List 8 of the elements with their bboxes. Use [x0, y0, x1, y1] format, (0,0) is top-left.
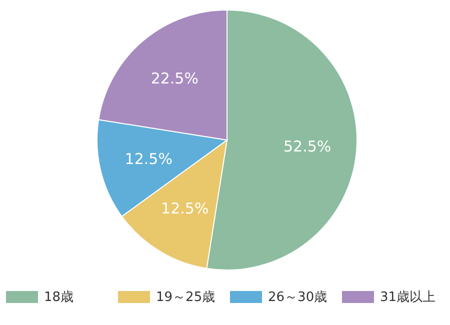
- data-label: 12.5%: [124, 150, 172, 168]
- data-label: 52.5%: [284, 137, 332, 156]
- legend-label: 26～30歳: [268, 289, 328, 306]
- legend-label: 31歳以上: [380, 289, 436, 306]
- legend-label: 19～25歳: [156, 289, 216, 306]
- data-label: 22.5%: [150, 70, 198, 88]
- data-label: 12.5%: [161, 200, 209, 218]
- legend-label: 18歳: [44, 289, 74, 306]
